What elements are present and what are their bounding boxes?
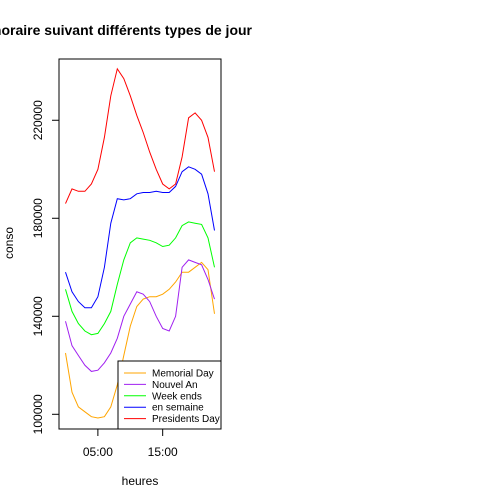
series-line-presidents-day — [65, 67, 215, 204]
legend-label: Week ends — [152, 391, 202, 402]
series-line-memorial-day — [65, 261, 215, 419]
x-axis-label: heures — [122, 474, 159, 488]
y-tick-label: 220000 — [31, 100, 45, 140]
legend-box — [117, 360, 222, 430]
series-line-en-semaine — [65, 166, 215, 309]
x-axis: 05:00 15:00 — [83, 428, 178, 459]
series-layer — [65, 67, 215, 419]
x-tick-label: 15:00 — [148, 445, 178, 459]
series-line-week-ends — [65, 221, 215, 336]
legend-label: Memorial Day — [152, 369, 214, 380]
series-line-nouvel-an — [65, 259, 215, 372]
legend-label: Nouvel An — [152, 380, 198, 391]
y-tick-label: 100000 — [31, 394, 45, 434]
legend-label: Presidents Day — [152, 414, 220, 425]
y-axis: 100000 140000 180000 220000 — [31, 100, 60, 434]
chart-title-clip: Profil horaire suivant différents types … — [0, 22, 252, 42]
y-axis-label: conso — [2, 227, 16, 259]
y-tick-label: 140000 — [31, 296, 45, 336]
chart-title: Profil horaire suivant différents types … — [0, 22, 252, 38]
legend-label: en semaine — [152, 403, 204, 414]
x-tick-label: 05:00 — [83, 445, 113, 459]
y-tick-label: 180000 — [31, 198, 45, 238]
